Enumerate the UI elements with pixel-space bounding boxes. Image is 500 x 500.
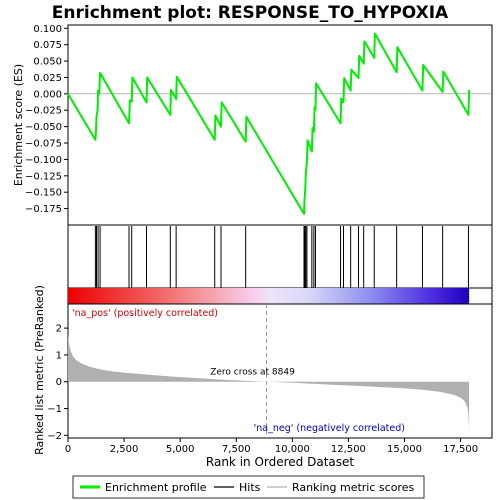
es-panel-frame xyxy=(67,24,493,226)
es-y-tick-label: −0.050 xyxy=(25,122,62,133)
es-y-tick-label: −0.025 xyxy=(25,106,62,117)
x-tick-label: 0 xyxy=(65,444,71,455)
rank-y-axis-label: Ranked list metric (PreRanked) xyxy=(33,285,46,455)
es-y-tick-label: 0.075 xyxy=(33,40,62,51)
es-y-tick-label: 0.000 xyxy=(33,89,62,100)
es-y-tick-label: 0.100 xyxy=(33,24,62,35)
es-y-tick-label: −0.150 xyxy=(25,188,62,199)
x-axis-label: Rank in Ordered Dataset xyxy=(206,455,354,469)
zero-cross-label: Zero cross at 8849 xyxy=(210,368,295,378)
x-tick-label: 7,500 xyxy=(222,444,251,455)
es-y-tick-label: −0.100 xyxy=(25,155,62,166)
legend-label-1: Enrichment profile xyxy=(105,481,207,494)
legend-label-2: Hits xyxy=(239,481,261,494)
es-panel: −0.175 −0.150 −0.125 −0.100 −0.075 −0.050 −0.0… xyxy=(12,24,493,226)
rank-y-axis: −2 −1 0 1 2 xyxy=(47,324,68,442)
x-tick-label: 15,000 xyxy=(387,444,422,455)
x-tick-label: 17,500 xyxy=(443,444,478,455)
x-tick-label: 2,500 xyxy=(110,444,139,455)
colorbar-fill xyxy=(68,288,470,304)
es-y-axis-label: Enrichment score (ES) xyxy=(12,64,25,186)
es-y-tick-label: −0.125 xyxy=(25,171,62,182)
legend-box xyxy=(72,475,425,499)
rank-y-tick-label: 1 xyxy=(56,350,62,361)
chart-title: Enrichment plot: RESPONSE_TO_HYPOXIA xyxy=(52,3,449,23)
negative-correlation-label: 'na_neg' (negatively correlated) xyxy=(254,423,405,434)
rank-y-tick-label: −2 xyxy=(47,431,62,442)
positive-correlation-label: 'na_pos' (positively correlated) xyxy=(72,308,218,319)
rank-y-tick-label: −1 xyxy=(47,404,62,415)
x-tick-label: 5,000 xyxy=(166,444,195,455)
legend: Enrichment profile Hits Ranking metric sco… xyxy=(72,475,425,499)
hit-marks xyxy=(94,226,469,288)
hits-panel xyxy=(67,224,493,289)
es-y-tick-label: −0.075 xyxy=(25,139,62,150)
es-y-tick-label: 0.050 xyxy=(33,57,62,68)
x-tick-label: 10,000 xyxy=(275,444,310,455)
es-y-axis: −0.175 −0.150 −0.125 −0.100 −0.075 −0.050 −0.0… xyxy=(25,24,68,215)
es-y-tick-label: 0.025 xyxy=(33,73,62,84)
rank-y-tick-label: 0 xyxy=(56,377,62,388)
es-y-tick-label: −0.175 xyxy=(25,204,62,215)
rank-y-tick-label: 2 xyxy=(56,324,62,335)
rank-colorbar xyxy=(67,287,493,305)
x-tick-label: 12,500 xyxy=(331,444,366,455)
legend-label-3: Ranking metric scores xyxy=(292,481,414,494)
ranking-metric-area xyxy=(68,333,470,433)
enrichment-profile-line xyxy=(67,32,471,215)
rank-panel-frame xyxy=(67,303,493,439)
hits-panel-frame xyxy=(67,224,493,289)
rank-panel: −2 −1 0 1 2 Zero cross at 8849 'na_pos' (pos… xyxy=(33,285,493,455)
x-axis: 0 2,500 5,000 7,500 10,000 12,500 15,000 17,500 xyxy=(65,438,478,455)
